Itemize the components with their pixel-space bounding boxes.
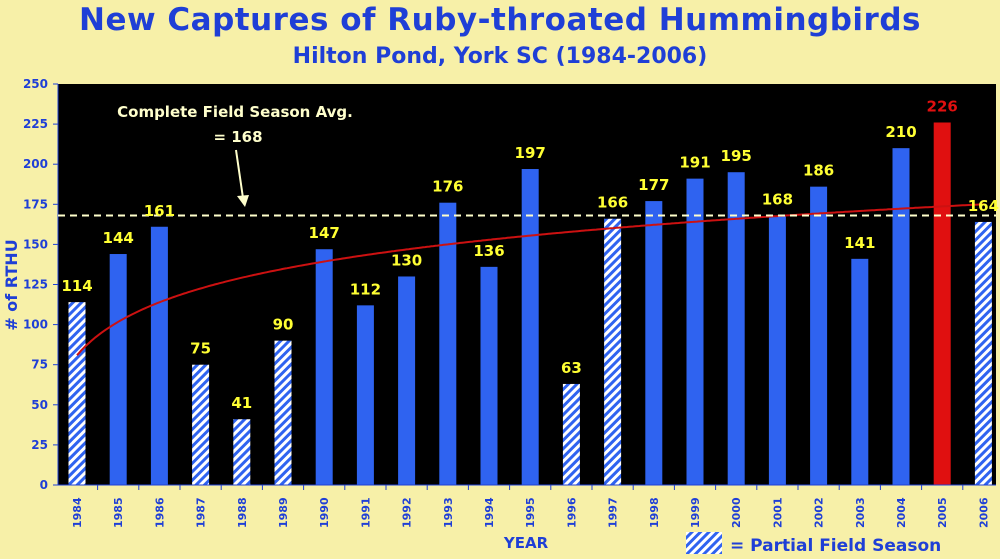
value-label-1984: 114 <box>61 277 92 295</box>
y-tick-label: 200 <box>23 157 48 171</box>
bar-2003 <box>851 258 869 485</box>
value-label-1988: 41 <box>231 394 252 412</box>
x-axis-label: YEAR <box>503 534 549 552</box>
bar-2004 <box>892 148 910 485</box>
x-axis: 1984 1985 1986 1987 1988 1989 1990 1991 1992 1993… <box>58 484 996 528</box>
y-tick-label: 100 <box>23 318 48 332</box>
value-label-1999: 191 <box>679 154 710 172</box>
value-label-1996: 63 <box>561 359 582 377</box>
bar-1992 <box>398 276 416 485</box>
y-axis: 0 25 50 75 100 125 150 175 200 225 250 <box>23 77 59 492</box>
y-tick-label: 225 <box>23 117 48 131</box>
x-tick-label-2000: 2000 <box>730 497 743 528</box>
bar-1984 <box>68 302 86 485</box>
bar-1991 <box>356 305 374 485</box>
x-tick-label-1990: 1990 <box>318 497 331 528</box>
x-tick-label-1992: 1992 <box>401 497 414 528</box>
x-tick-label-1998: 1998 <box>648 497 661 528</box>
average-label-line1: Complete Field Season Avg. <box>117 103 353 121</box>
bar-2006 <box>974 221 992 485</box>
value-label-1998: 177 <box>638 176 669 194</box>
y-tick-label: 25 <box>31 438 48 452</box>
value-label-2000: 195 <box>721 147 752 165</box>
y-axis-label: # of RTHU <box>2 239 21 330</box>
legend-swatch <box>686 532 722 554</box>
y-tick-label: 50 <box>31 398 48 412</box>
x-tick-label-2004: 2004 <box>895 497 908 528</box>
chart-subtitle: Hilton Pond, York SC (1984-2006) <box>292 44 708 69</box>
bar-1989 <box>274 340 292 485</box>
value-label-1985: 144 <box>103 229 134 247</box>
bar-1997 <box>604 218 622 485</box>
legend: = Partial Field Season <box>686 532 941 556</box>
chart-title: New Captures of Ruby-throated Hummingbir… <box>79 2 921 38</box>
y-tick-label: 175 <box>23 197 48 211</box>
bar-2000 <box>727 172 745 485</box>
x-tick-label-1989: 1989 <box>277 497 290 528</box>
x-tick-label-1997: 1997 <box>607 497 620 528</box>
bar-1988 <box>233 419 251 485</box>
bar-1998 <box>645 201 663 486</box>
y-tick-label: 75 <box>31 358 48 372</box>
x-tick-label-1985: 1985 <box>112 497 125 528</box>
value-labels: 114 144 161 75 41 90 147 112 130 176 136 197 63 166 17… <box>61 97 999 412</box>
value-label-1995: 197 <box>515 144 546 162</box>
value-label-2003: 141 <box>844 234 875 252</box>
bar-1994 <box>480 266 498 485</box>
x-tick-label-2002: 2002 <box>813 497 826 528</box>
value-label-1987: 75 <box>190 340 211 358</box>
y-tick-label: 250 <box>23 77 48 91</box>
x-tick-label-1984: 1984 <box>71 497 84 528</box>
value-label-1986: 161 <box>144 202 175 220</box>
average-label-line2: = 168 <box>213 128 262 146</box>
bars <box>68 122 992 486</box>
y-tick-label: 125 <box>23 278 48 292</box>
x-tick-label-2006: 2006 <box>977 497 990 528</box>
bar-1993 <box>439 202 457 486</box>
x-tick-label-1988: 1988 <box>236 497 249 528</box>
x-tick-label-2001: 2001 <box>771 497 784 528</box>
bar-2001 <box>768 215 786 485</box>
x-tick-label-1999: 1999 <box>689 497 702 528</box>
bar-2005 <box>933 122 951 485</box>
x-tick-label-1987: 1987 <box>195 497 208 528</box>
average-arrow <box>235 149 249 207</box>
bar-1986 <box>150 226 168 486</box>
value-label-2006: 164 <box>968 197 999 215</box>
x-tick-label-1991: 1991 <box>359 497 372 528</box>
bar-2002 <box>810 186 828 485</box>
x-tick-label-1993: 1993 <box>442 497 455 528</box>
value-label-1997: 166 <box>597 194 628 212</box>
x-tick-label-2005: 2005 <box>936 497 949 528</box>
x-tick-label-2003: 2003 <box>854 497 867 528</box>
bar-1995 <box>521 169 539 485</box>
x-tick-label-1986: 1986 <box>153 497 166 528</box>
value-label-1991: 112 <box>350 280 381 298</box>
value-label-2001: 168 <box>762 191 793 209</box>
value-label-1990: 147 <box>309 224 340 242</box>
value-label-2002: 186 <box>803 162 834 180</box>
value-label-1989: 90 <box>273 316 294 334</box>
x-tick-label-1994: 1994 <box>483 497 496 528</box>
value-label-2004: 210 <box>885 123 916 141</box>
x-tick-label-1996: 1996 <box>565 497 578 528</box>
bar-1999 <box>686 178 704 486</box>
x-tick-label-1995: 1995 <box>524 497 537 528</box>
bar-1985 <box>109 254 127 485</box>
y-tick-label: 150 <box>23 237 48 251</box>
legend-label: = Partial Field Season <box>730 536 941 556</box>
bar-1996 <box>562 383 580 485</box>
bar-1990 <box>315 249 333 485</box>
value-label-1992: 130 <box>391 251 422 269</box>
y-tick-label: 0 <box>40 478 48 492</box>
value-label-1994: 136 <box>473 242 504 260</box>
value-label-2005: 226 <box>927 97 958 115</box>
trend-line <box>76 203 984 356</box>
bar-1987 <box>192 364 210 485</box>
value-label-1993: 176 <box>432 178 463 196</box>
